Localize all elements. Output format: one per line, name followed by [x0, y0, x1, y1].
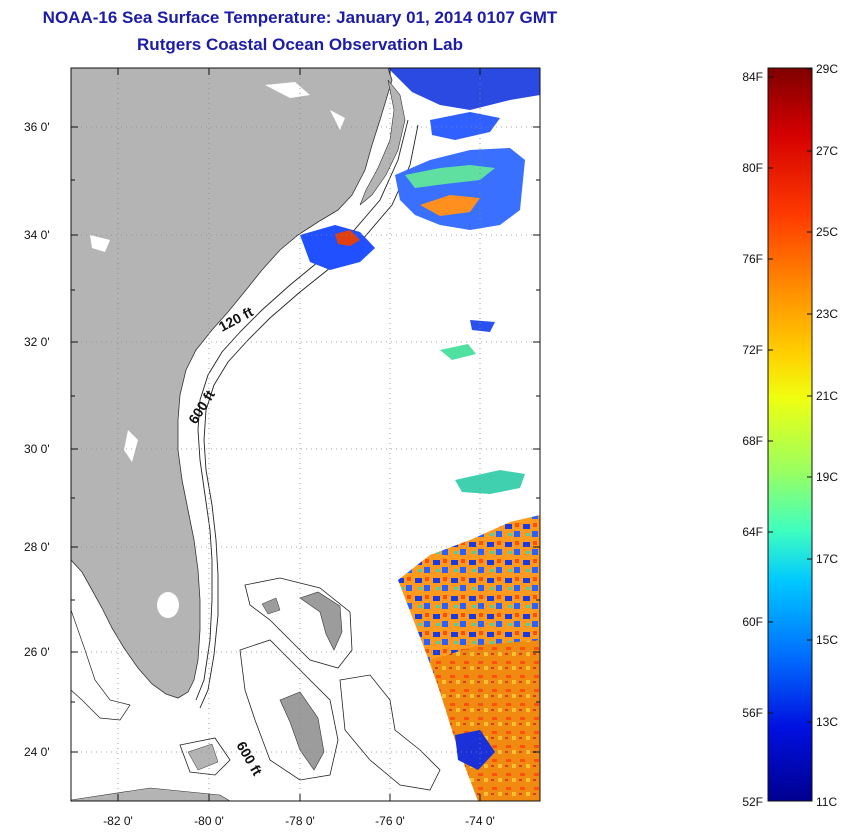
land-outer-banks	[359, 79, 406, 206]
map-title: NOAA-16 Sea Surface Temperature: January…	[42, 8, 558, 27]
lon-label: -80 0'	[194, 814, 224, 828]
lon-label: -78 0'	[285, 814, 315, 828]
land-cuba	[187, 743, 219, 771]
colorbar-f-label: 60F	[742, 615, 763, 629]
lat-label: 34 0'	[24, 228, 50, 242]
inland-water	[330, 110, 345, 130]
colorbar-c-label: 19C	[816, 470, 838, 484]
sst-gulfstream-north	[388, 68, 540, 110]
contour-bahamas	[244, 577, 353, 669]
inland-water	[90, 235, 110, 252]
sst-blue-fleck	[470, 320, 495, 332]
colorbar-c-label: 21C	[816, 389, 838, 403]
colorbar-f-label: 76F	[742, 252, 763, 266]
colorbar-f-label: 64F	[742, 525, 763, 539]
colorbar-c-label: 15C	[816, 633, 838, 647]
lon-label: -76 0'	[375, 814, 405, 828]
colorbar-f-label: 68F	[742, 434, 763, 448]
sst-nearshore-warm	[335, 230, 360, 246]
land-cuba	[71, 787, 231, 801]
colorbar-c-label: 29C	[816, 62, 838, 76]
colorbar-c-label: 11C	[816, 795, 837, 809]
map-grid	[71, 68, 540, 801]
colorbar-c-label: 27C	[816, 144, 838, 158]
sst-green-fleck	[440, 344, 476, 360]
lat-label: 36 0'	[24, 120, 50, 134]
colorbar-c-label: 17C	[816, 552, 838, 566]
colorbar-f-label: 84F	[742, 70, 763, 84]
lake-okeechobee	[157, 592, 179, 618]
lat-label: 24 0'	[24, 745, 50, 759]
map-ticks	[71, 68, 540, 801]
colorbar-f-label: 52F	[742, 795, 763, 809]
colorbar-c-label: 25C	[816, 225, 838, 239]
map-subtitle: Rutgers Coastal Ocean Observation Lab	[137, 35, 463, 54]
sst-cloud-edge	[430, 112, 500, 140]
map-frame	[70, 67, 541, 802]
colorbar-f-label: 80F	[742, 161, 763, 175]
sst-swath-warm	[430, 640, 540, 801]
colorbar-c-label: 23C	[816, 307, 838, 321]
land-bahamas	[299, 591, 343, 651]
sst-cyan-streak	[455, 470, 525, 494]
contour-bahamas	[339, 674, 441, 791]
inland-water	[124, 430, 138, 462]
sst-gulfstream-green	[405, 165, 495, 188]
colorbar-f-label: 72F	[742, 343, 763, 357]
lon-label: -82 0'	[103, 814, 133, 828]
land-bahamas	[279, 691, 325, 771]
sst-gulfstream-warm	[420, 195, 480, 216]
inland-water	[265, 82, 310, 98]
contour-cuba	[179, 737, 231, 776]
contour-bahamas	[239, 639, 339, 781]
lat-label: 30 0'	[24, 442, 50, 456]
sst-cold-patch	[455, 730, 495, 770]
colorbar-f-label: 56F	[742, 706, 763, 720]
land-bahamas	[261, 597, 281, 615]
temperature-colorbar	[767, 67, 813, 802]
lat-label: 32 0'	[24, 335, 50, 349]
land-mainland	[71, 68, 393, 699]
lon-label: -74 0'	[465, 814, 495, 828]
lat-label: 28 0'	[24, 540, 50, 554]
colorbar-ticks	[768, 68, 812, 723]
contour-florida-west	[71, 609, 131, 721]
colorbar-c-label: 13C	[816, 715, 838, 729]
lat-label: 26 0'	[24, 645, 50, 659]
